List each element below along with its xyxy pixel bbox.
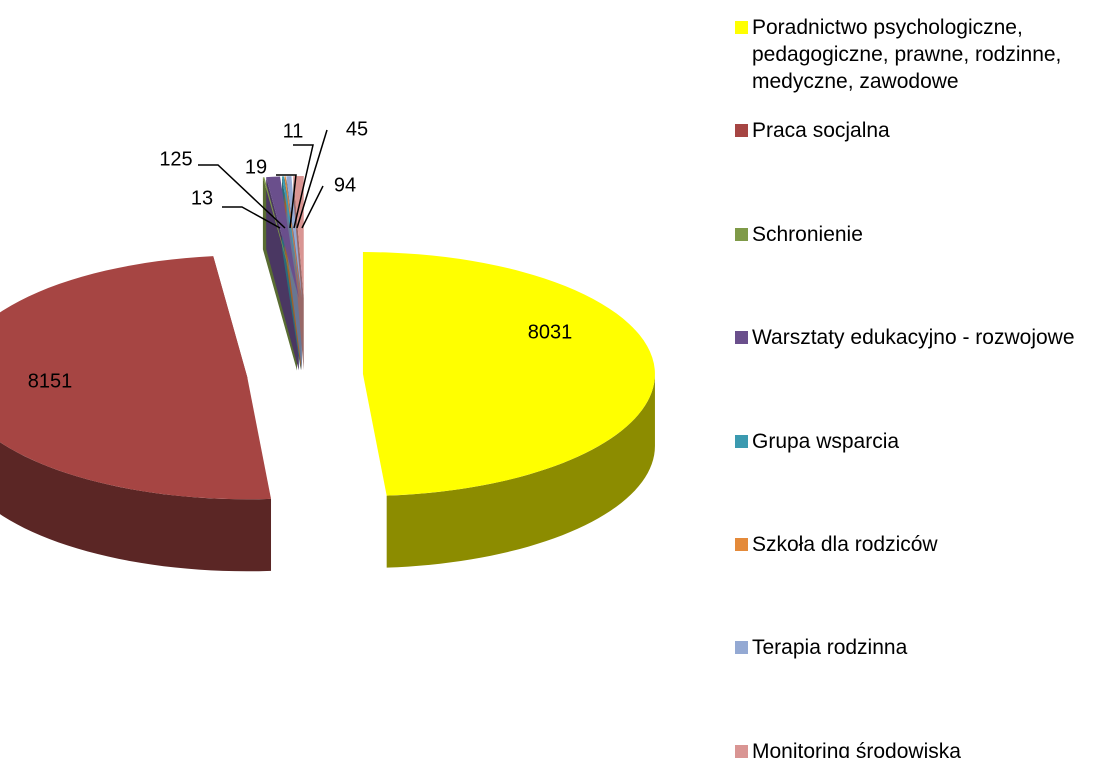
legend-label: Szkoła dla rodziców [752, 533, 938, 556]
legend-swatch [735, 434, 748, 448]
leader-line [296, 129, 328, 229]
legend-item: Poradnictwo psychologiczne, pedagogiczne… [735, 14, 1103, 95]
pie-plot: 8031 8151 13 125 19 11 45 94 [0, 118, 655, 572]
data-label: 45 [346, 118, 368, 140]
legend-swatch [735, 124, 748, 138]
legend-label: Grupa wsparcia [752, 429, 900, 453]
legend-swatch [735, 641, 748, 655]
leader-line [222, 206, 281, 229]
slice-side [0, 442, 272, 572]
slice [0, 256, 272, 500]
legend-label: Monitoring środowiska [752, 739, 961, 758]
slice [266, 176, 299, 299]
leader-line [276, 174, 297, 229]
legend-item: Warsztaty edukacyjno - rozwojowe [735, 324, 1103, 351]
legend-label: Terapia rodzinna [752, 636, 908, 660]
legend-swatch [735, 227, 748, 241]
slice [286, 176, 302, 299]
legend-label: Schronienie [752, 222, 863, 246]
legend-item: Terapia rodzinna [735, 634, 1103, 661]
data-label: 8031 [528, 321, 573, 343]
slice-side [386, 374, 655, 568]
leader-line [293, 144, 314, 229]
data-label: 125 [159, 148, 192, 170]
legend-item: Praca socjalna [735, 117, 1103, 144]
legend-label: Poradnictwo psychologiczne, pedagogiczne… [752, 16, 1062, 93]
slice [362, 252, 655, 496]
slice [262, 177, 298, 299]
data-label: 94 [334, 174, 356, 196]
slice-edge [293, 176, 304, 371]
data-label: 8151 [28, 370, 73, 392]
leader-line [198, 164, 286, 229]
legend-item: Schronienie [735, 221, 1103, 248]
legend-item: Szkoła dla rodziców [735, 531, 1103, 558]
data-label: 19 [245, 156, 267, 178]
legend-label: Warsztaty edukacyjno - rozwojowe [752, 326, 1075, 350]
slice [293, 176, 304, 299]
leader-line [301, 185, 324, 229]
legend-swatch [735, 538, 748, 551]
legend-swatch [735, 331, 748, 345]
legend-swatch [735, 744, 748, 758]
legend-item: Grupa wsparcia [735, 428, 1103, 455]
legend-swatch [735, 21, 748, 34]
data-label: 13 [191, 187, 213, 209]
legend-label: Praca socjalna [752, 119, 890, 143]
slice [284, 176, 302, 299]
legend-item: Monitoring środowiska [735, 738, 1103, 758]
pie-tops [0, 176, 655, 500]
data-label: 11 [283, 120, 304, 142]
slice [281, 176, 301, 299]
